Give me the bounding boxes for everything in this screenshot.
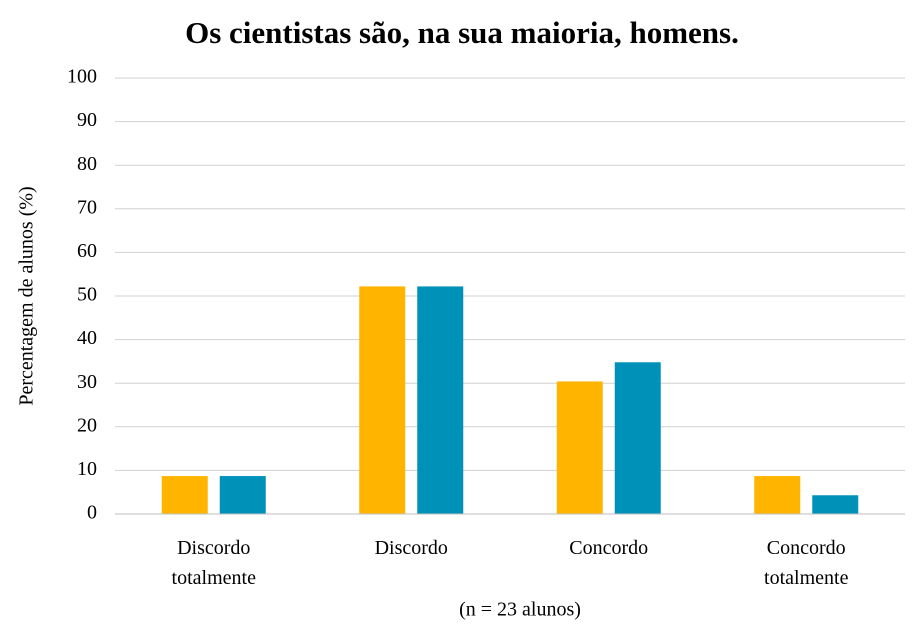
- bar: [161, 476, 208, 514]
- bar: [556, 381, 603, 514]
- y-tick-label: 10: [77, 458, 97, 480]
- x-tick-label: Discordo: [374, 537, 448, 559]
- y-axis-label: Percentagem de alunos (%): [16, 186, 38, 405]
- bar: [417, 286, 464, 514]
- x-tick-label: Concordo totalmente: [764, 537, 849, 589]
- bar: [812, 495, 859, 514]
- bar: [219, 476, 266, 514]
- y-tick-label: 60: [77, 240, 97, 262]
- y-tick-label: 0: [87, 502, 97, 524]
- x-axis-label: (n = 23 alunos): [459, 599, 581, 621]
- y-tick-label: 20: [77, 414, 97, 436]
- y-tick-label: 90: [77, 109, 97, 131]
- y-tick-label: 30: [77, 371, 97, 393]
- y-tick-label: 100: [67, 66, 97, 88]
- y-tick-label: 70: [77, 196, 97, 218]
- y-tick-label: 80: [77, 153, 97, 175]
- bar: [614, 362, 661, 514]
- chart-title: Os cientistas são, na sua maioria, homen…: [185, 15, 739, 50]
- x-tick-label: Concordo: [569, 537, 649, 559]
- x-tick-label: Discordo totalmente: [171, 537, 256, 589]
- bar: [359, 286, 406, 514]
- y-tick-label: 50: [77, 284, 97, 306]
- y-tick-label: 40: [77, 327, 97, 349]
- bar: [754, 476, 801, 514]
